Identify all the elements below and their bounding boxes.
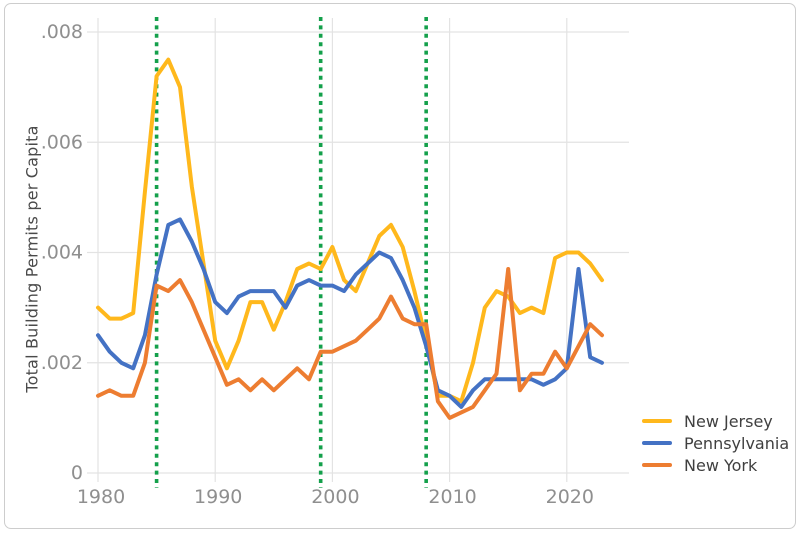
y-tick-label: .002 bbox=[41, 352, 83, 374]
x-tick-label: 2000 bbox=[311, 486, 359, 508]
series-line-new-jersey bbox=[96, 57, 604, 404]
legend-swatch-new-jersey bbox=[642, 418, 672, 424]
y-tick-label: .008 bbox=[41, 21, 83, 43]
legend-item-new-jersey: New Jersey bbox=[642, 410, 789, 432]
legend-item-pennsylvania: Pennsylvania bbox=[642, 432, 789, 454]
x-tick-label: 1990 bbox=[194, 486, 242, 508]
x-tick-label: 2010 bbox=[428, 486, 476, 508]
x-tick-label: 1980 bbox=[77, 486, 125, 508]
legend-swatch-new-york bbox=[642, 462, 672, 468]
plot-area: 0 .002 .004 .006 .008 1980 1990 2000 2010 2020 bbox=[41, 17, 629, 508]
legend-swatch-pennsylvania bbox=[642, 440, 672, 446]
y-tick-label: .006 bbox=[41, 131, 83, 153]
chart-frame: Total Building Permits per Capita 0.002.… bbox=[4, 3, 796, 529]
legend-label-new-jersey: New Jersey bbox=[684, 411, 773, 431]
x-tick-label: 2020 bbox=[546, 486, 594, 508]
legend-label-pennsylvania: Pennsylvania bbox=[684, 433, 790, 453]
legend-label-new-york: New York bbox=[684, 455, 758, 475]
y-tick-label: 0 bbox=[71, 462, 83, 484]
series-line-new-york bbox=[96, 267, 604, 420]
y-tick-label: .004 bbox=[41, 242, 83, 264]
legend-item-new-york: New York bbox=[642, 454, 789, 476]
legend: New Jersey Pennsylvania New York bbox=[642, 410, 789, 476]
